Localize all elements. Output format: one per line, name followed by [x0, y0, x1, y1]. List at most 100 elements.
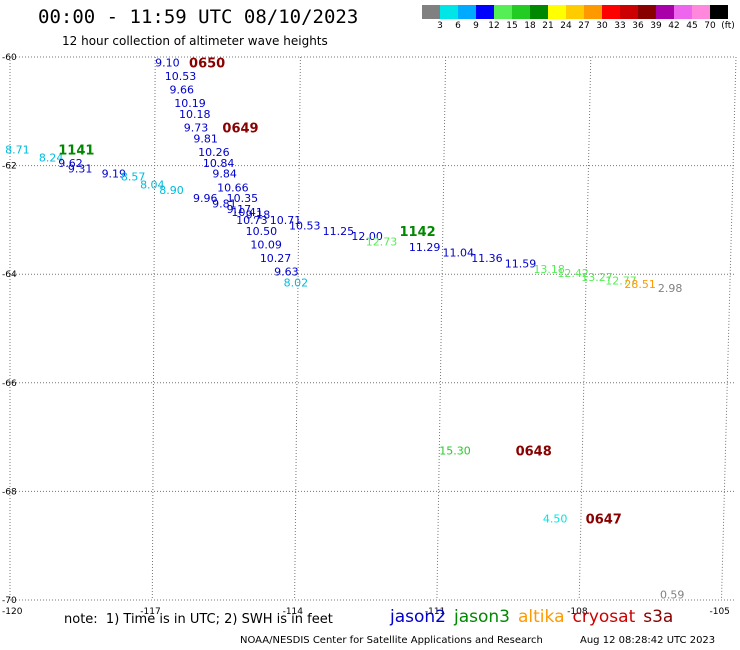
wave-height-value: 10.71 — [270, 214, 302, 227]
colorbar-swatch — [710, 5, 728, 19]
wave-height-value: 8.02 — [284, 276, 309, 289]
colorbar-label: 42 — [668, 21, 680, 31]
wave-height-value: 10.50 — [246, 225, 278, 238]
colorbar-labels: 3 6 9 12 15 18 21 24 27 30 33 36 39 42 45 70 (ft) — [422, 21, 740, 35]
wave-height-value: 28.51 — [624, 278, 656, 291]
longitude-gridline — [294, 56, 301, 601]
wave-height-value: 10.19 — [174, 97, 206, 110]
colorbar-swatch — [602, 5, 620, 19]
colorbar-label: 21 — [542, 21, 554, 31]
colorbar-label: 6 — [455, 21, 461, 31]
pass-time-label: 1141 — [58, 143, 94, 158]
wave-height-value: 11.29 — [409, 241, 441, 254]
colorbar-swatch — [638, 5, 656, 19]
wave-height-value: 4.50 — [543, 513, 568, 526]
lat-tick-label: -64 — [2, 270, 17, 280]
wave-height-value: 10.84 — [203, 157, 235, 170]
colorbar-label: 12 — [488, 21, 500, 31]
longitude-gridline — [578, 56, 592, 601]
wave-height-value: 9.73 — [184, 122, 209, 135]
wave-height-value: 10.09 — [250, 238, 282, 251]
wave-height-value: 9.10 — [155, 56, 180, 69]
wave-height-value: 10.35 — [227, 192, 258, 205]
lat-tick-label: -60 — [2, 53, 17, 63]
colorbar-label: 15 — [506, 21, 518, 31]
longitude-gridline — [720, 56, 737, 601]
pass-time-label: 0649 — [222, 122, 258, 137]
wave-height-value: 13.27 — [581, 271, 613, 284]
satellite-legend-entry: s3a — [643, 607, 674, 627]
colorbar-label: 18 — [524, 21, 536, 31]
wave-height-value: 15.30 — [439, 445, 471, 458]
credit-line: NOAA/NESDIS Center for Satellite Applica… — [240, 635, 543, 646]
colorbar-label: 3 — [437, 21, 443, 31]
wave-height-value: 9.96 — [193, 192, 218, 205]
wave-height-value: 9.18 — [246, 208, 271, 221]
colorbar-label: 24 — [560, 21, 572, 31]
wave-height-value: 13.18 — [533, 263, 565, 276]
lat-tick-label: -68 — [2, 487, 17, 497]
colorbar-label: 39 — [650, 21, 662, 31]
lon-tick-label: -111 — [425, 607, 445, 617]
pass-time-labels: 0650 0649 1141 1142 0648 0647 — [58, 56, 622, 527]
wave-height-value: 10.53 — [289, 219, 321, 232]
colorbar-swatch — [494, 5, 512, 19]
colorbar-label: 27 — [578, 21, 590, 31]
lon-tick-label: -108 — [567, 607, 588, 617]
colorbar-swatch — [512, 5, 530, 19]
colorbar-swatch — [674, 5, 692, 19]
wave-height-value: 11.25 — [323, 225, 355, 238]
wave-height-value: 2.98 — [658, 282, 683, 295]
lon-tick-label: -105 — [709, 607, 729, 617]
wave-height-value: 9.63 — [274, 265, 299, 278]
wave-height-value: 12.77 — [605, 275, 637, 288]
satellite-legend: jason2 jason3 altika cryosat s3a — [390, 607, 681, 627]
colorbar-swatch — [440, 5, 458, 19]
wave-height-value: 9.81 — [193, 132, 218, 145]
wave-height-value: 9.81 — [212, 198, 237, 211]
pass-time-label: 1142 — [400, 225, 436, 240]
satellite-legend-entry: altika — [518, 607, 565, 627]
map-title: 00:00 - 11:59 UTC 08/10/2023 — [38, 6, 359, 28]
wave-height-value: 9.84 — [212, 168, 237, 181]
wave-height-value: 9.17 — [227, 203, 252, 216]
wave-height-value: 10.66 — [217, 181, 249, 194]
satellite-legend-entry: jason2 — [390, 607, 446, 627]
wave-height-value: 11.59 — [505, 257, 537, 270]
lon-tick-label: -117 — [140, 607, 160, 617]
colorbar-label: 70 — [704, 21, 716, 31]
wave-height-value: 8.57 — [121, 170, 146, 183]
colorbar-label: 45 — [686, 21, 698, 31]
colorbar-swatch — [584, 5, 602, 19]
wave-height-value: 8.04 — [140, 179, 165, 192]
pass-time-label: 0650 — [189, 56, 225, 71]
wave-height-value: 8.24 — [39, 151, 64, 164]
colorbar-swatch — [548, 5, 566, 19]
colorbar-swatch — [458, 5, 476, 19]
footer-note: note: 1) Time is in UTC; 2) SWH is in fe… — [64, 612, 333, 627]
wave-height-value: 10.73 — [236, 214, 267, 227]
colorbar-swatch — [422, 5, 440, 19]
wave-height-labels: 9.1010.539.6610.1910.189.739.8110.2610.8… — [5, 56, 684, 601]
wave-height-value: 9.19 — [102, 168, 127, 181]
lat-tick-label: -66 — [2, 379, 17, 389]
wave-height-value: 9.62 — [58, 157, 83, 170]
wave-height-value: 8.90 — [159, 184, 184, 197]
map-subtitle: 12 hour collection of altimeter wave hei… — [62, 34, 328, 48]
satellite-legend-entry: cryosat — [572, 607, 636, 627]
colorbar-swatch — [656, 5, 674, 19]
lon-tick-label: -120 — [2, 607, 23, 617]
satellite-legend-entry: jason3 — [454, 607, 510, 627]
colorbar-swatch — [620, 5, 638, 19]
colorbar-label: (ft) — [721, 21, 735, 31]
wave-height-value: 12.73 — [366, 236, 398, 249]
lat-tick-label: -70 — [2, 596, 17, 606]
longitude-gridline — [151, 56, 156, 601]
axis-ticks: -60 -62 -64 -66 -68 -70-120 -117 -114 -111 -108 -1… — [2, 53, 730, 617]
wave-height-value: 10.18 — [179, 108, 211, 121]
pass-time-label: 0647 — [586, 513, 622, 528]
colorbar-swatch — [692, 5, 710, 19]
longitude-gridline — [436, 56, 447, 601]
wave-height-value: 0.59 — [660, 589, 685, 602]
